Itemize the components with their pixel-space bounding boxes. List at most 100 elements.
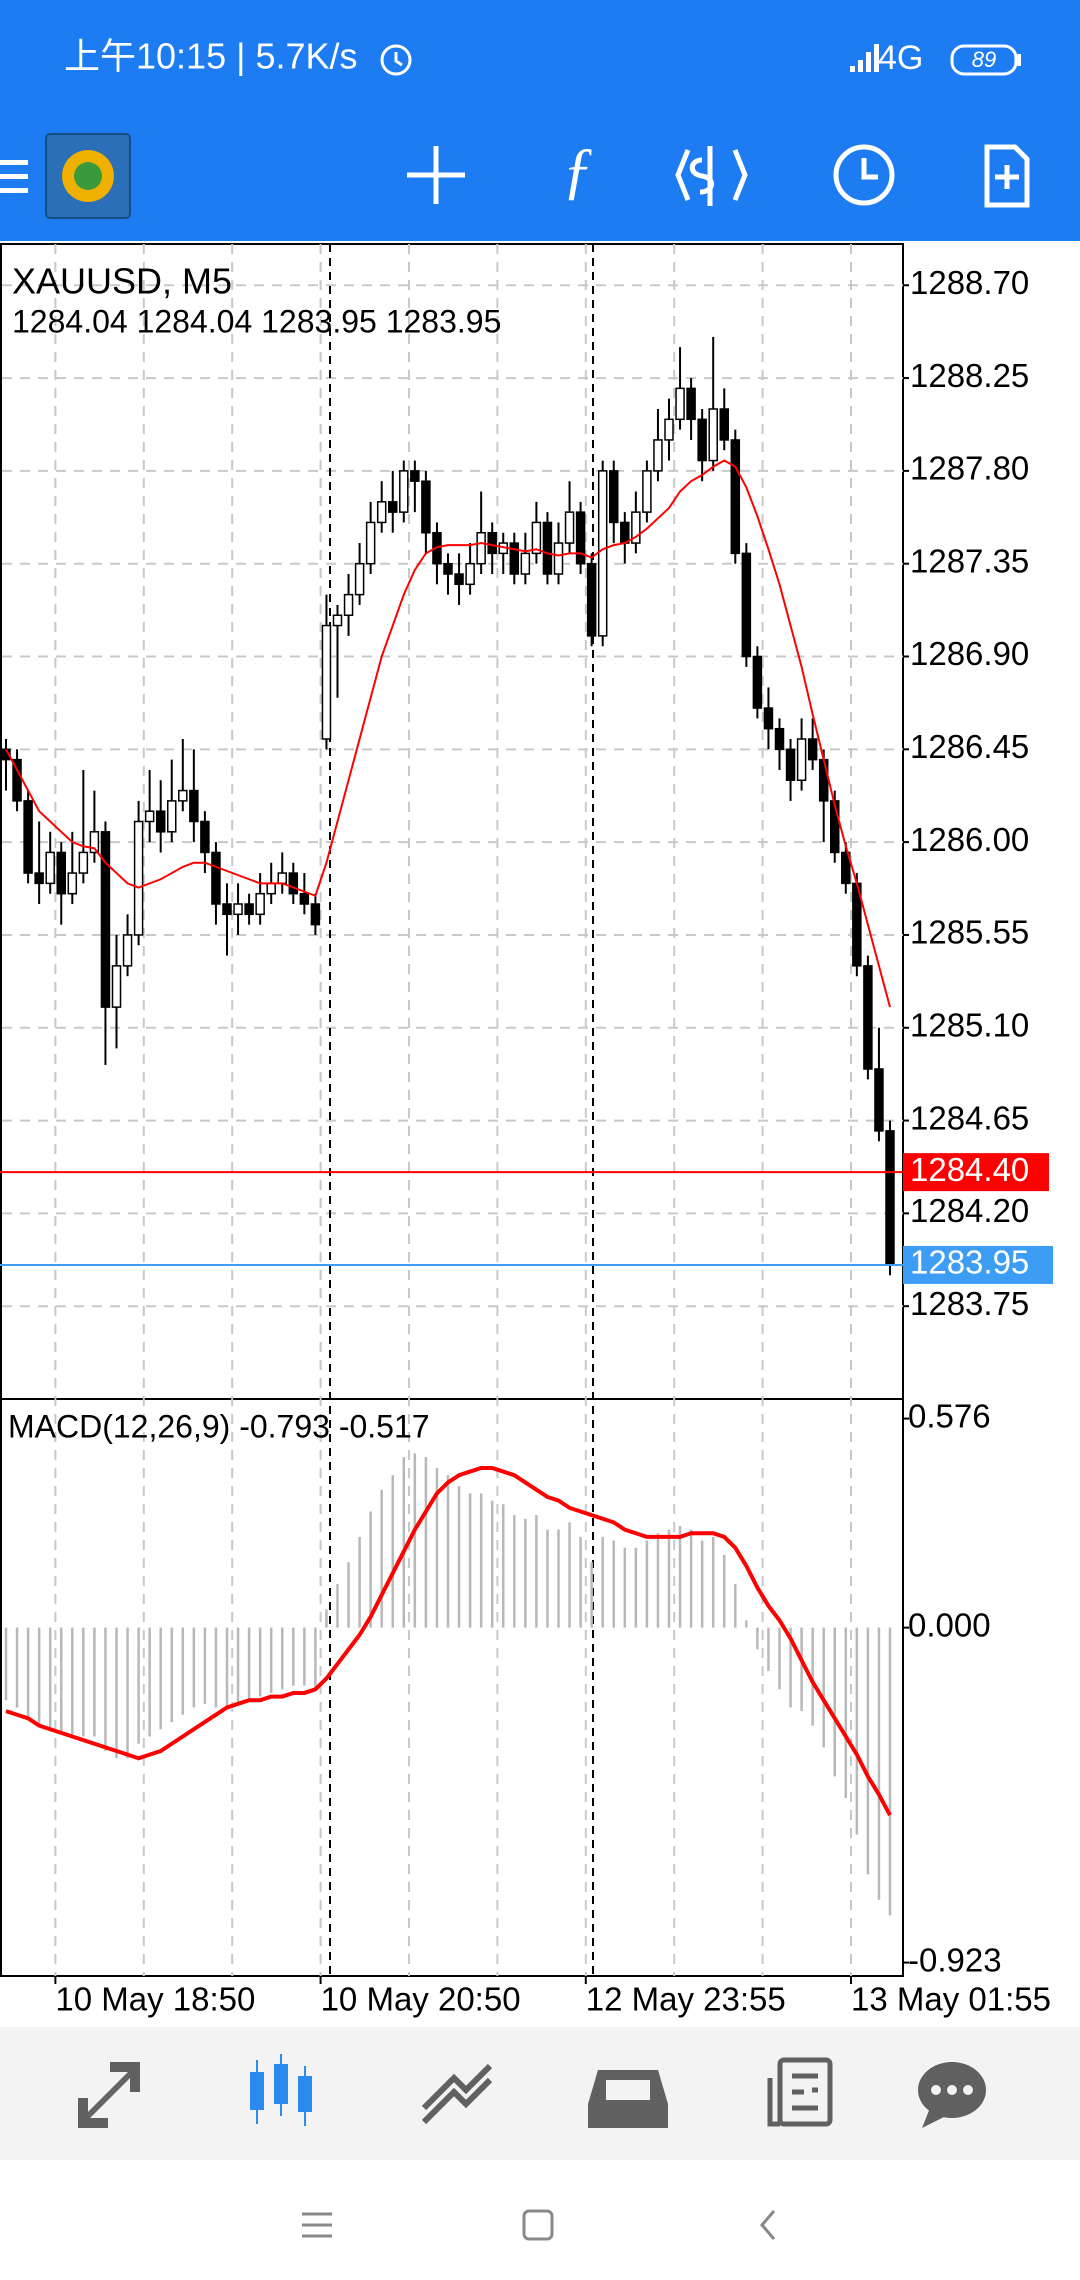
nav-history[interactable] bbox=[588, 2070, 668, 2128]
candle-body bbox=[620, 521, 630, 544]
battery-level: 89 bbox=[972, 47, 996, 72]
candle-body bbox=[410, 470, 420, 482]
candle-body bbox=[653, 439, 663, 472]
crosshair-button[interactable] bbox=[407, 146, 465, 204]
candle-body bbox=[122, 934, 133, 967]
y-tick-label: 1286.45 bbox=[910, 728, 1029, 765]
x-tick-label: 13 May 01:55 bbox=[851, 1981, 1051, 2018]
candle-body bbox=[730, 439, 741, 555]
candle-body bbox=[23, 800, 33, 874]
candle-body bbox=[841, 851, 851, 885]
candle-body bbox=[454, 573, 464, 586]
candle-body bbox=[34, 872, 44, 885]
candle-body bbox=[708, 408, 718, 462]
candle-body bbox=[343, 593, 354, 616]
bid-label: 1284.40 bbox=[910, 1151, 1029, 1188]
y-tick-label: 1283.75 bbox=[910, 1285, 1029, 1322]
signal-line bbox=[5, 1465, 892, 1817]
y-tick-label: 1287.80 bbox=[910, 450, 1029, 487]
candle-body bbox=[155, 810, 166, 833]
new-order-button[interactable] bbox=[984, 144, 1030, 208]
trade-button[interactable] bbox=[675, 146, 748, 206]
candle-body bbox=[189, 789, 199, 823]
candle-body bbox=[785, 748, 796, 781]
candle-body bbox=[12, 758, 22, 802]
nav-news[interactable] bbox=[767, 2057, 833, 2127]
x-tick-label: 10 May 18:50 bbox=[55, 1981, 255, 2018]
candle-body bbox=[321, 624, 332, 740]
candle-body bbox=[233, 903, 243, 916]
candle-body bbox=[310, 903, 321, 926]
candle-body bbox=[719, 408, 729, 441]
macd-pane bbox=[0, 1398, 904, 1977]
candle-body bbox=[697, 418, 707, 462]
app-logo[interactable] bbox=[45, 133, 131, 219]
candle-body bbox=[597, 470, 608, 637]
y-tick-label: 1288.25 bbox=[910, 357, 1029, 394]
y-tick-label: 1286.90 bbox=[910, 635, 1029, 672]
candle-body bbox=[144, 810, 155, 823]
candle-body bbox=[365, 521, 376, 565]
system-nav bbox=[302, 2209, 776, 2241]
candle-body bbox=[56, 851, 66, 895]
candle-body bbox=[774, 727, 785, 751]
candle-body bbox=[675, 387, 685, 421]
nav-quotes[interactable] bbox=[78, 2062, 140, 2128]
alarm-icon bbox=[380, 44, 412, 76]
candle-body bbox=[752, 655, 763, 709]
candle-body bbox=[376, 501, 387, 524]
y-tick-label: 1284.20 bbox=[910, 1192, 1029, 1229]
candle-body bbox=[133, 820, 144, 936]
candle-body bbox=[332, 614, 343, 627]
candle-body bbox=[586, 562, 597, 637]
candle-body bbox=[167, 800, 177, 833]
candle-body bbox=[509, 542, 520, 575]
candle-body bbox=[487, 532, 497, 555]
candle-body bbox=[399, 470, 409, 513]
candle-body bbox=[288, 872, 299, 895]
candle-body bbox=[266, 882, 276, 895]
status-time-speed: 上午10:15 | 5.7K/s bbox=[64, 36, 358, 77]
candle-body bbox=[443, 562, 453, 575]
candle-body bbox=[542, 521, 553, 575]
candle-body bbox=[796, 738, 807, 781]
candle-body bbox=[178, 789, 188, 802]
candle-body bbox=[388, 501, 398, 513]
y-tick-label: -0.923 bbox=[908, 1941, 1002, 1978]
bid-label-bg bbox=[903, 1153, 1049, 1192]
candle-body bbox=[45, 851, 55, 885]
candle-body bbox=[421, 480, 431, 534]
moving-average-line bbox=[5, 459, 891, 1008]
network-type: 4G bbox=[878, 39, 923, 77]
indicators-button[interactable]: ƒ bbox=[562, 135, 594, 206]
candle-body bbox=[609, 470, 619, 524]
candle-body bbox=[244, 903, 254, 916]
candle-body bbox=[354, 562, 365, 596]
candle-body bbox=[564, 511, 575, 544]
period-button[interactable] bbox=[833, 144, 895, 206]
candle-body bbox=[531, 521, 542, 555]
candle-body bbox=[78, 851, 89, 874]
candle-body bbox=[89, 831, 100, 854]
candle-body bbox=[885, 1130, 895, 1266]
candle-body bbox=[255, 892, 265, 916]
ohlc-values: 1284.04 1284.04 1283.95 1283.95 bbox=[12, 303, 501, 339]
menu-button[interactable] bbox=[0, 160, 28, 193]
x-tick-label: 10 May 20:50 bbox=[321, 1981, 521, 2018]
app-header bbox=[0, 0, 1080, 241]
nav-chat[interactable] bbox=[918, 2062, 986, 2128]
nav-trade[interactable] bbox=[421, 2063, 493, 2125]
candle-body bbox=[476, 532, 486, 565]
y-tick-label: 1285.55 bbox=[910, 914, 1029, 951]
candle-body bbox=[763, 707, 774, 730]
candle-body bbox=[299, 892, 310, 905]
candle-body bbox=[200, 820, 210, 854]
candle-body bbox=[631, 511, 641, 544]
nav-chart[interactable] bbox=[250, 2054, 312, 2126]
candle-body bbox=[741, 552, 752, 658]
ask-label-bg bbox=[903, 1245, 1053, 1284]
candle-body bbox=[818, 758, 829, 802]
candle-body bbox=[222, 903, 232, 916]
